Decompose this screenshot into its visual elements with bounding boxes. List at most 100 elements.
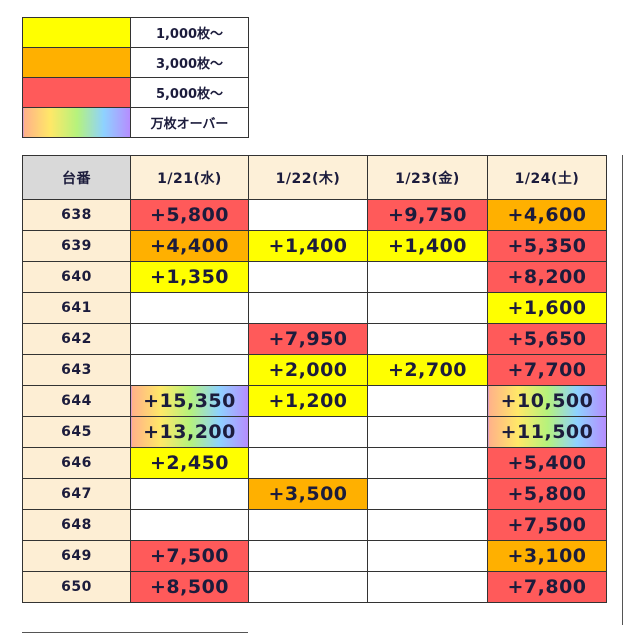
value-cell: +10,500 bbox=[487, 385, 607, 417]
legend-row: 5,000枚〜 bbox=[22, 77, 249, 108]
value-cell: +4,600 bbox=[487, 199, 607, 231]
value-cell: +5,400 bbox=[487, 447, 607, 479]
table-row: 644 +15,350 +1,200 +10,500 bbox=[22, 385, 607, 417]
header-cell: 1/21(水) bbox=[130, 155, 249, 200]
machine-number: 648 bbox=[22, 509, 131, 541]
empty-cell bbox=[248, 540, 368, 572]
edge-line bbox=[622, 155, 623, 625]
empty-cell bbox=[367, 323, 488, 355]
table-row: 641 +1,600 bbox=[22, 292, 607, 324]
empty-cell bbox=[367, 261, 488, 293]
table-row: 640 +1,350 +8,200 bbox=[22, 261, 607, 293]
machine-number: 638 bbox=[22, 199, 131, 231]
legend-swatch bbox=[22, 47, 131, 78]
table-row: 649 +7,500 +3,100 bbox=[22, 540, 607, 572]
value-cell: +15,350 bbox=[130, 385, 249, 417]
header-row: 台番 1/21(水) 1/22(木) 1/23(金) 1/24(土) bbox=[22, 155, 607, 200]
value-cell: +7,500 bbox=[130, 540, 249, 572]
value-cell: +2,700 bbox=[367, 354, 488, 386]
empty-cell bbox=[248, 416, 368, 448]
machine-number: 641 bbox=[22, 292, 131, 324]
empty-cell bbox=[130, 354, 249, 386]
empty-cell bbox=[248, 447, 368, 479]
table-row: 642 +7,950 +5,650 bbox=[22, 323, 607, 355]
machine-number: 647 bbox=[22, 478, 131, 510]
empty-cell bbox=[367, 416, 488, 448]
value-cell: +11,500 bbox=[487, 416, 607, 448]
legend-swatch bbox=[22, 107, 131, 138]
empty-cell bbox=[130, 292, 249, 324]
value-cell: +2,000 bbox=[248, 354, 368, 386]
machine-number: 639 bbox=[22, 230, 131, 262]
table-row: 643 +2,000 +2,700 +7,700 bbox=[22, 354, 607, 386]
table-row: 646 +2,450 +5,400 bbox=[22, 447, 607, 479]
header-cell: 台番 bbox=[22, 155, 131, 200]
empty-cell bbox=[248, 571, 368, 603]
value-cell: +5,800 bbox=[130, 199, 249, 231]
empty-cell bbox=[367, 292, 488, 324]
value-cell: +7,800 bbox=[487, 571, 607, 603]
empty-cell bbox=[248, 261, 368, 293]
empty-cell bbox=[248, 509, 368, 541]
value-cell: +7,950 bbox=[248, 323, 368, 355]
value-cell: +2,450 bbox=[130, 447, 249, 479]
value-cell: +1,400 bbox=[248, 230, 368, 262]
empty-cell bbox=[367, 385, 488, 417]
table-row: 638 +5,800 +9,750 +4,600 bbox=[22, 199, 607, 231]
empty-cell bbox=[367, 447, 488, 479]
empty-cell bbox=[248, 199, 368, 231]
legend-swatch bbox=[22, 17, 131, 48]
legend-row: 1,000枚〜 bbox=[22, 17, 249, 48]
value-cell: +3,100 bbox=[487, 540, 607, 572]
value-cell: +1,400 bbox=[367, 230, 488, 262]
header-cell: 1/23(金) bbox=[367, 155, 488, 200]
empty-cell bbox=[367, 509, 488, 541]
empty-cell bbox=[367, 478, 488, 510]
value-cell: +7,500 bbox=[487, 509, 607, 541]
legend-label: 万枚オーバー bbox=[130, 107, 249, 138]
table-row: 648 +7,500 bbox=[22, 509, 607, 541]
empty-cell bbox=[130, 509, 249, 541]
value-cell: +13,200 bbox=[130, 416, 249, 448]
value-cell: +8,500 bbox=[130, 571, 249, 603]
header-cell: 1/22(木) bbox=[248, 155, 368, 200]
empty-cell bbox=[367, 571, 488, 603]
legend-label: 5,000枚〜 bbox=[130, 77, 249, 108]
value-cell: +7,700 bbox=[487, 354, 607, 386]
value-cell: +9,750 bbox=[367, 199, 488, 231]
value-cell: +5,650 bbox=[487, 323, 607, 355]
machine-number: 646 bbox=[22, 447, 131, 479]
data-table: 台番 1/21(水) 1/22(木) 1/23(金) 1/24(土) 638 +5,800 +… bbox=[22, 155, 607, 603]
table-row: 650 +8,500 +7,800 bbox=[22, 571, 607, 603]
legend-row: 3,000枚〜 bbox=[22, 47, 249, 78]
legend-row: 万枚オーバー bbox=[22, 107, 249, 138]
legend-table: 1,000枚〜 3,000枚〜 5,000枚〜 万枚オーバー bbox=[22, 17, 249, 138]
value-cell: +3,500 bbox=[248, 478, 368, 510]
empty-cell bbox=[248, 292, 368, 324]
table-row: 645 +13,200 +11,500 bbox=[22, 416, 607, 448]
empty-cell bbox=[367, 540, 488, 572]
value-cell: +4,400 bbox=[130, 230, 249, 262]
value-cell: +5,800 bbox=[487, 478, 607, 510]
value-cell: +1,200 bbox=[248, 385, 368, 417]
machine-number: 644 bbox=[22, 385, 131, 417]
machine-number: 645 bbox=[22, 416, 131, 448]
value-cell: +8,200 bbox=[487, 261, 607, 293]
legend-swatch bbox=[22, 77, 131, 108]
machine-number: 650 bbox=[22, 571, 131, 603]
empty-cell bbox=[130, 323, 249, 355]
empty-cell bbox=[130, 478, 249, 510]
value-cell: +1,600 bbox=[487, 292, 607, 324]
legend-label: 3,000枚〜 bbox=[130, 47, 249, 78]
table-row: 639 +4,400 +1,400 +1,400 +5,350 bbox=[22, 230, 607, 262]
machine-number: 640 bbox=[22, 261, 131, 293]
machine-number: 643 bbox=[22, 354, 131, 386]
edge-line bbox=[22, 632, 248, 633]
value-cell: +1,350 bbox=[130, 261, 249, 293]
table-row: 647 +3,500 +5,800 bbox=[22, 478, 607, 510]
legend-label: 1,000枚〜 bbox=[130, 17, 249, 48]
value-cell: +5,350 bbox=[487, 230, 607, 262]
machine-number: 649 bbox=[22, 540, 131, 572]
header-cell: 1/24(土) bbox=[487, 155, 607, 200]
